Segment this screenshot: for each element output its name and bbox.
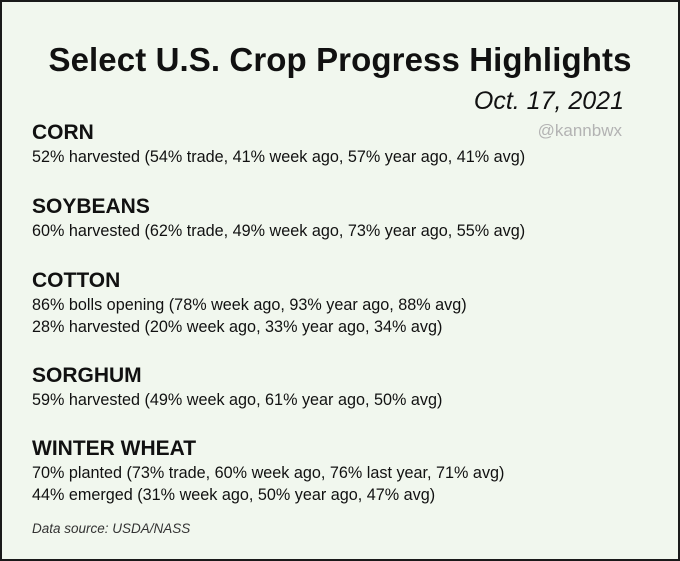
page-title: Select U.S. Crop Progress Highlights [48,41,632,78]
data-source-note: Data source: USDA/NASS [32,521,191,536]
section-title-cotton: COTTON [32,269,121,292]
section-cotton: COTTON 86% bolls opening (78% week ago, … [32,268,467,338]
sorghum-harvested-line: 59% harvested (49% week ago, 61% year ag… [32,391,443,409]
author-handle: @kannbwx [537,121,622,140]
winter-wheat-planted-line: 70% planted (73% trade, 60% week ago, 76… [32,464,505,482]
report-date: Oct. 17, 2021 [473,87,624,115]
section-winter-wheat: WINTER WHEAT 70% planted (73% trade, 60%… [32,436,504,506]
section-soybeans: SOYBEANS 60% harvested (62% trade, 49% w… [32,194,525,242]
cotton-harvested-line: 28% harvested (20% week ago, 33% year ag… [32,318,443,336]
winter-wheat-emerged-line: 44% emerged (31% week ago, 50% year ago,… [32,486,436,504]
section-sorghum: SORGHUM 59% harvested (49% week ago, 61%… [32,363,442,411]
section-title-winter-wheat: WINTER WHEAT [32,437,197,460]
section-title-corn: CORN [32,121,94,144]
section-title-sorghum: SORGHUM [32,364,142,387]
corn-harvested-line: 52% harvested (54% trade, 41% week ago, … [32,148,526,166]
soybeans-harvested-line: 60% harvested (62% trade, 49% week ago, … [32,222,526,240]
cotton-bolls-line: 86% bolls opening (78% week ago, 93% yea… [32,296,467,314]
section-title-soybeans: SOYBEANS [32,195,150,218]
section-corn: CORN 52% harvested (54% trade, 41% week … [32,120,525,168]
